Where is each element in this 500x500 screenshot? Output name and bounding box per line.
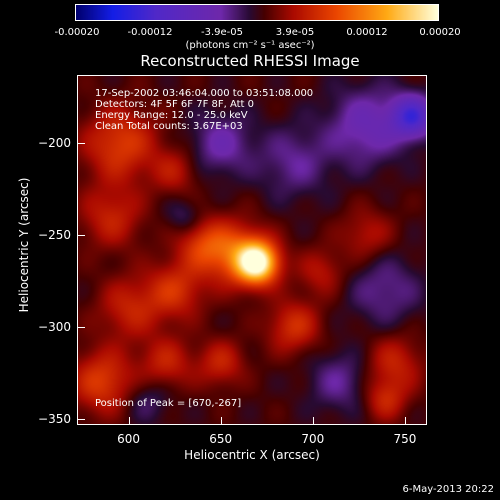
y-tick-label: −250 — [38, 228, 71, 243]
y-tick-mark — [77, 235, 85, 237]
y-axis-label: Heliocentric Y (arcsec) — [17, 177, 31, 313]
overlay-clean-counts: Clean Total counts: 3.67E+03 — [95, 121, 243, 132]
colorbar-tick: 0.00012 — [346, 27, 388, 38]
x-tick-mark — [220, 417, 222, 425]
overlay-detectors: Detectors: 4F 5F 6F 7F 8F, Att 0 — [95, 99, 255, 110]
colorbar-tick: 3.9e-05 — [275, 27, 315, 38]
y-tick-mark — [77, 419, 85, 421]
overlay-peak-position: Position of Peak = [670,-267] — [95, 398, 242, 409]
chart-title: Reconstructed RHESSI Image — [140, 52, 360, 70]
y-tick-mark — [77, 143, 85, 145]
x-tick-label: 750 — [393, 432, 417, 446]
colorbar-tick: -0.00012 — [127, 27, 173, 38]
x-tick-label: 650 — [209, 432, 233, 446]
colorbar-tick: -0.00020 — [54, 27, 100, 38]
heatmap-image — [78, 76, 426, 424]
y-tick-label: −350 — [38, 412, 71, 427]
overlay-time-range: 17-Sep-2002 03:46:04.000 to 03:51:08.000 — [95, 88, 314, 99]
x-tick-mark — [312, 417, 314, 425]
x-tick-label: 700 — [301, 432, 325, 446]
x-tick-label: 600 — [117, 432, 141, 446]
colorbar-tick: -3.9e-05 — [201, 27, 243, 38]
y-tick-mark — [77, 327, 85, 329]
x-tick-mark — [404, 417, 406, 425]
footer-date: 6-May-2013 20:22 — [402, 484, 494, 495]
colorbar-unit-label: (photons cm⁻² s⁻¹ asec⁻²) — [185, 40, 315, 51]
colorbar — [75, 4, 439, 21]
overlay-energy-range: Energy Range: 12.0 - 25.0 keV — [95, 110, 248, 121]
x-tick-mark — [128, 417, 130, 425]
colorbar-tick: 0.00020 — [419, 27, 461, 38]
y-tick-label: −300 — [38, 320, 71, 335]
x-axis-label: Heliocentric X (arcsec) — [184, 448, 320, 462]
y-tick-label: −200 — [38, 136, 71, 151]
heatmap-plot-area — [77, 75, 427, 425]
